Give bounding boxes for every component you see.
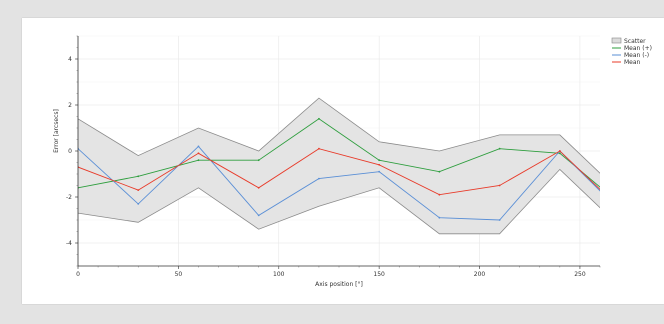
- series-lines: [78, 117, 621, 221]
- series-point-mean: [257, 186, 260, 189]
- series-point-mean: [498, 184, 501, 187]
- line-chart: 0 50 100 150 200 250 -4 -2 0 2 4 Axis position [°]…: [53, 35, 652, 288]
- legend-label-mean-minus: Mean (-): [624, 52, 649, 59]
- x-tick-label: 0: [76, 271, 80, 278]
- y-tick-label: 2: [68, 102, 72, 109]
- scatter-band: [78, 97, 600, 235]
- series-point-mean: [378, 163, 381, 166]
- axes: [75, 35, 601, 269]
- series-point-mean-plus: [257, 159, 260, 162]
- series-point-mean: [137, 189, 140, 192]
- x-tick-label: 150: [373, 271, 385, 278]
- legend-swatch-scatter: [611, 37, 622, 44]
- series-point-mean-plus: [137, 175, 140, 178]
- series-point-mean-plus: [378, 159, 381, 162]
- series-point-mean-minus: [197, 145, 200, 148]
- series-point-mean-minus: [619, 210, 621, 212]
- tick-labels: 0 50 100 150 200 250 -4 -2 0 2 4: [66, 56, 586, 278]
- series-point-mean: [619, 208, 621, 210]
- series-point-mean: [197, 152, 200, 155]
- series-point-mean-minus: [378, 170, 381, 173]
- legend: Scatter Mean (+) Mean (-) Mean: [611, 37, 652, 66]
- scatter-band-upper: [78, 97, 600, 174]
- legend-label-mean: Mean: [624, 59, 641, 66]
- legend-label-mean-plus: Mean (+): [624, 45, 652, 52]
- series-point-mean-plus: [558, 152, 561, 155]
- series-point-mean-plus: [197, 159, 200, 162]
- series-point-mean-minus: [318, 177, 320, 180]
- series-point-mean-plus: [438, 170, 441, 173]
- x-tick-label: 100: [273, 271, 285, 278]
- series-point-mean: [318, 147, 320, 150]
- series-point-mean-plus: [318, 117, 320, 120]
- y-axis-label: Error [arcsecs]: [53, 109, 60, 153]
- series-point-mean-plus: [498, 147, 501, 150]
- series-point-mean-minus: [257, 214, 260, 217]
- y-tick-label: -4: [66, 240, 72, 247]
- x-tick-label: 250: [574, 271, 586, 278]
- legend-label-scatter: Scatter: [624, 38, 646, 45]
- y-tick-label: -2: [66, 194, 72, 201]
- series-point-mean: [558, 150, 561, 152]
- series-point-mean-minus: [137, 203, 140, 205]
- y-tick-label: 4: [68, 56, 72, 63]
- y-tick-label: 0: [68, 148, 72, 155]
- chart-panel: 0 50 100 150 200 250 -4 -2 0 2 4 Axis position [°]…: [22, 18, 664, 304]
- series-point-mean: [438, 193, 441, 196]
- x-tick-label: 50: [175, 271, 183, 278]
- scatter-band-lower: [78, 168, 600, 235]
- x-axis-label: Axis position [°]: [315, 281, 363, 288]
- series-point-mean-plus: [619, 203, 621, 205]
- x-tick-label: 200: [474, 271, 486, 278]
- series-point-mean-minus: [498, 219, 501, 221]
- series-point-mean-minus: [438, 216, 441, 219]
